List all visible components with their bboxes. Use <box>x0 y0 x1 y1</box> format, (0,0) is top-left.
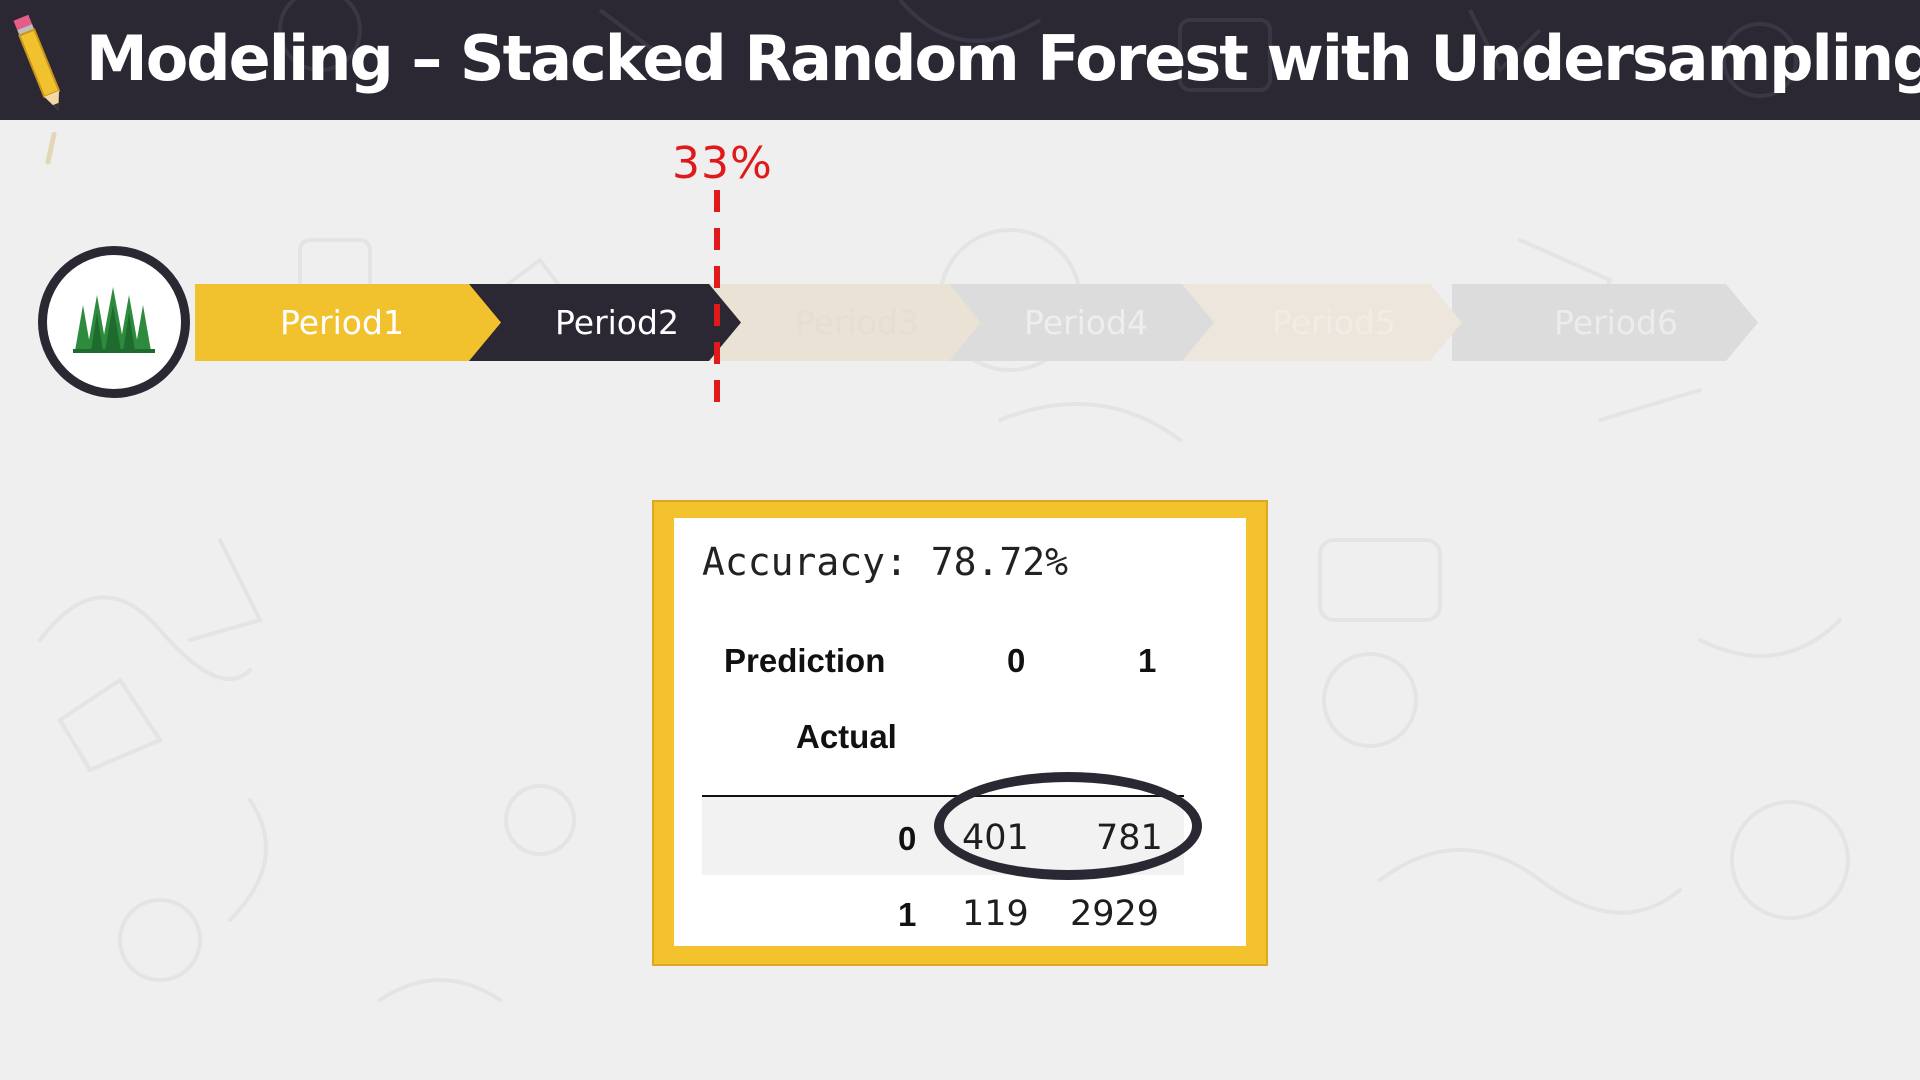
period-3-label: Period3 <box>795 303 919 342</box>
actual-header: Actual <box>796 718 897 755</box>
prediction-header: Prediction <box>724 642 886 679</box>
row-label-1: 1 <box>898 896 917 933</box>
period-6-segment: Period6 <box>1452 284 1758 361</box>
table-rule <box>702 795 1184 797</box>
results-inner: Accuracy: 78.72% Prediction 0 1 Actual 0… <box>674 518 1246 946</box>
period-3-segment: Period3 <box>709 284 981 361</box>
header-bar: Modeling – Stacked Random Forest with Un… <box>0 0 1920 120</box>
period-6-label: Period6 <box>1554 303 1678 342</box>
period-5-segment: Period5 <box>1182 284 1462 361</box>
highlight-ellipse <box>934 772 1202 880</box>
results-panel: Accuracy: 78.72% Prediction 0 1 Actual 0… <box>652 500 1268 966</box>
cutoff-percent-label: 33% <box>672 138 773 189</box>
header-doodles <box>278 0 1798 98</box>
column-header-1: 1 <box>1138 642 1157 679</box>
period-2-label: Period2 <box>555 303 679 342</box>
period-4-label: Period4 <box>1024 303 1148 342</box>
pencil-icon <box>13 14 61 111</box>
cell-1-0: 119 <box>962 894 1029 934</box>
period-1-label: Period1 <box>280 303 404 342</box>
small-pencil-icon <box>45 132 57 165</box>
period-2-segment: Period2 <box>469 284 741 361</box>
row-label-0: 0 <box>898 820 917 857</box>
cutoff-dashed-line <box>714 190 720 418</box>
period-5-label: Period5 <box>1272 303 1396 342</box>
slide-title: Modeling – Stacked Random Forest with Un… <box>86 22 1920 95</box>
period-1-segment: Period1 <box>195 284 501 361</box>
forest-badge <box>38 246 190 398</box>
column-header-0: 0 <box>1007 642 1026 679</box>
cell-1-1: 2929 <box>1070 894 1160 934</box>
forest-icon <box>73 287 155 353</box>
accuracy-text: Accuracy: 78.72% <box>702 540 1069 584</box>
